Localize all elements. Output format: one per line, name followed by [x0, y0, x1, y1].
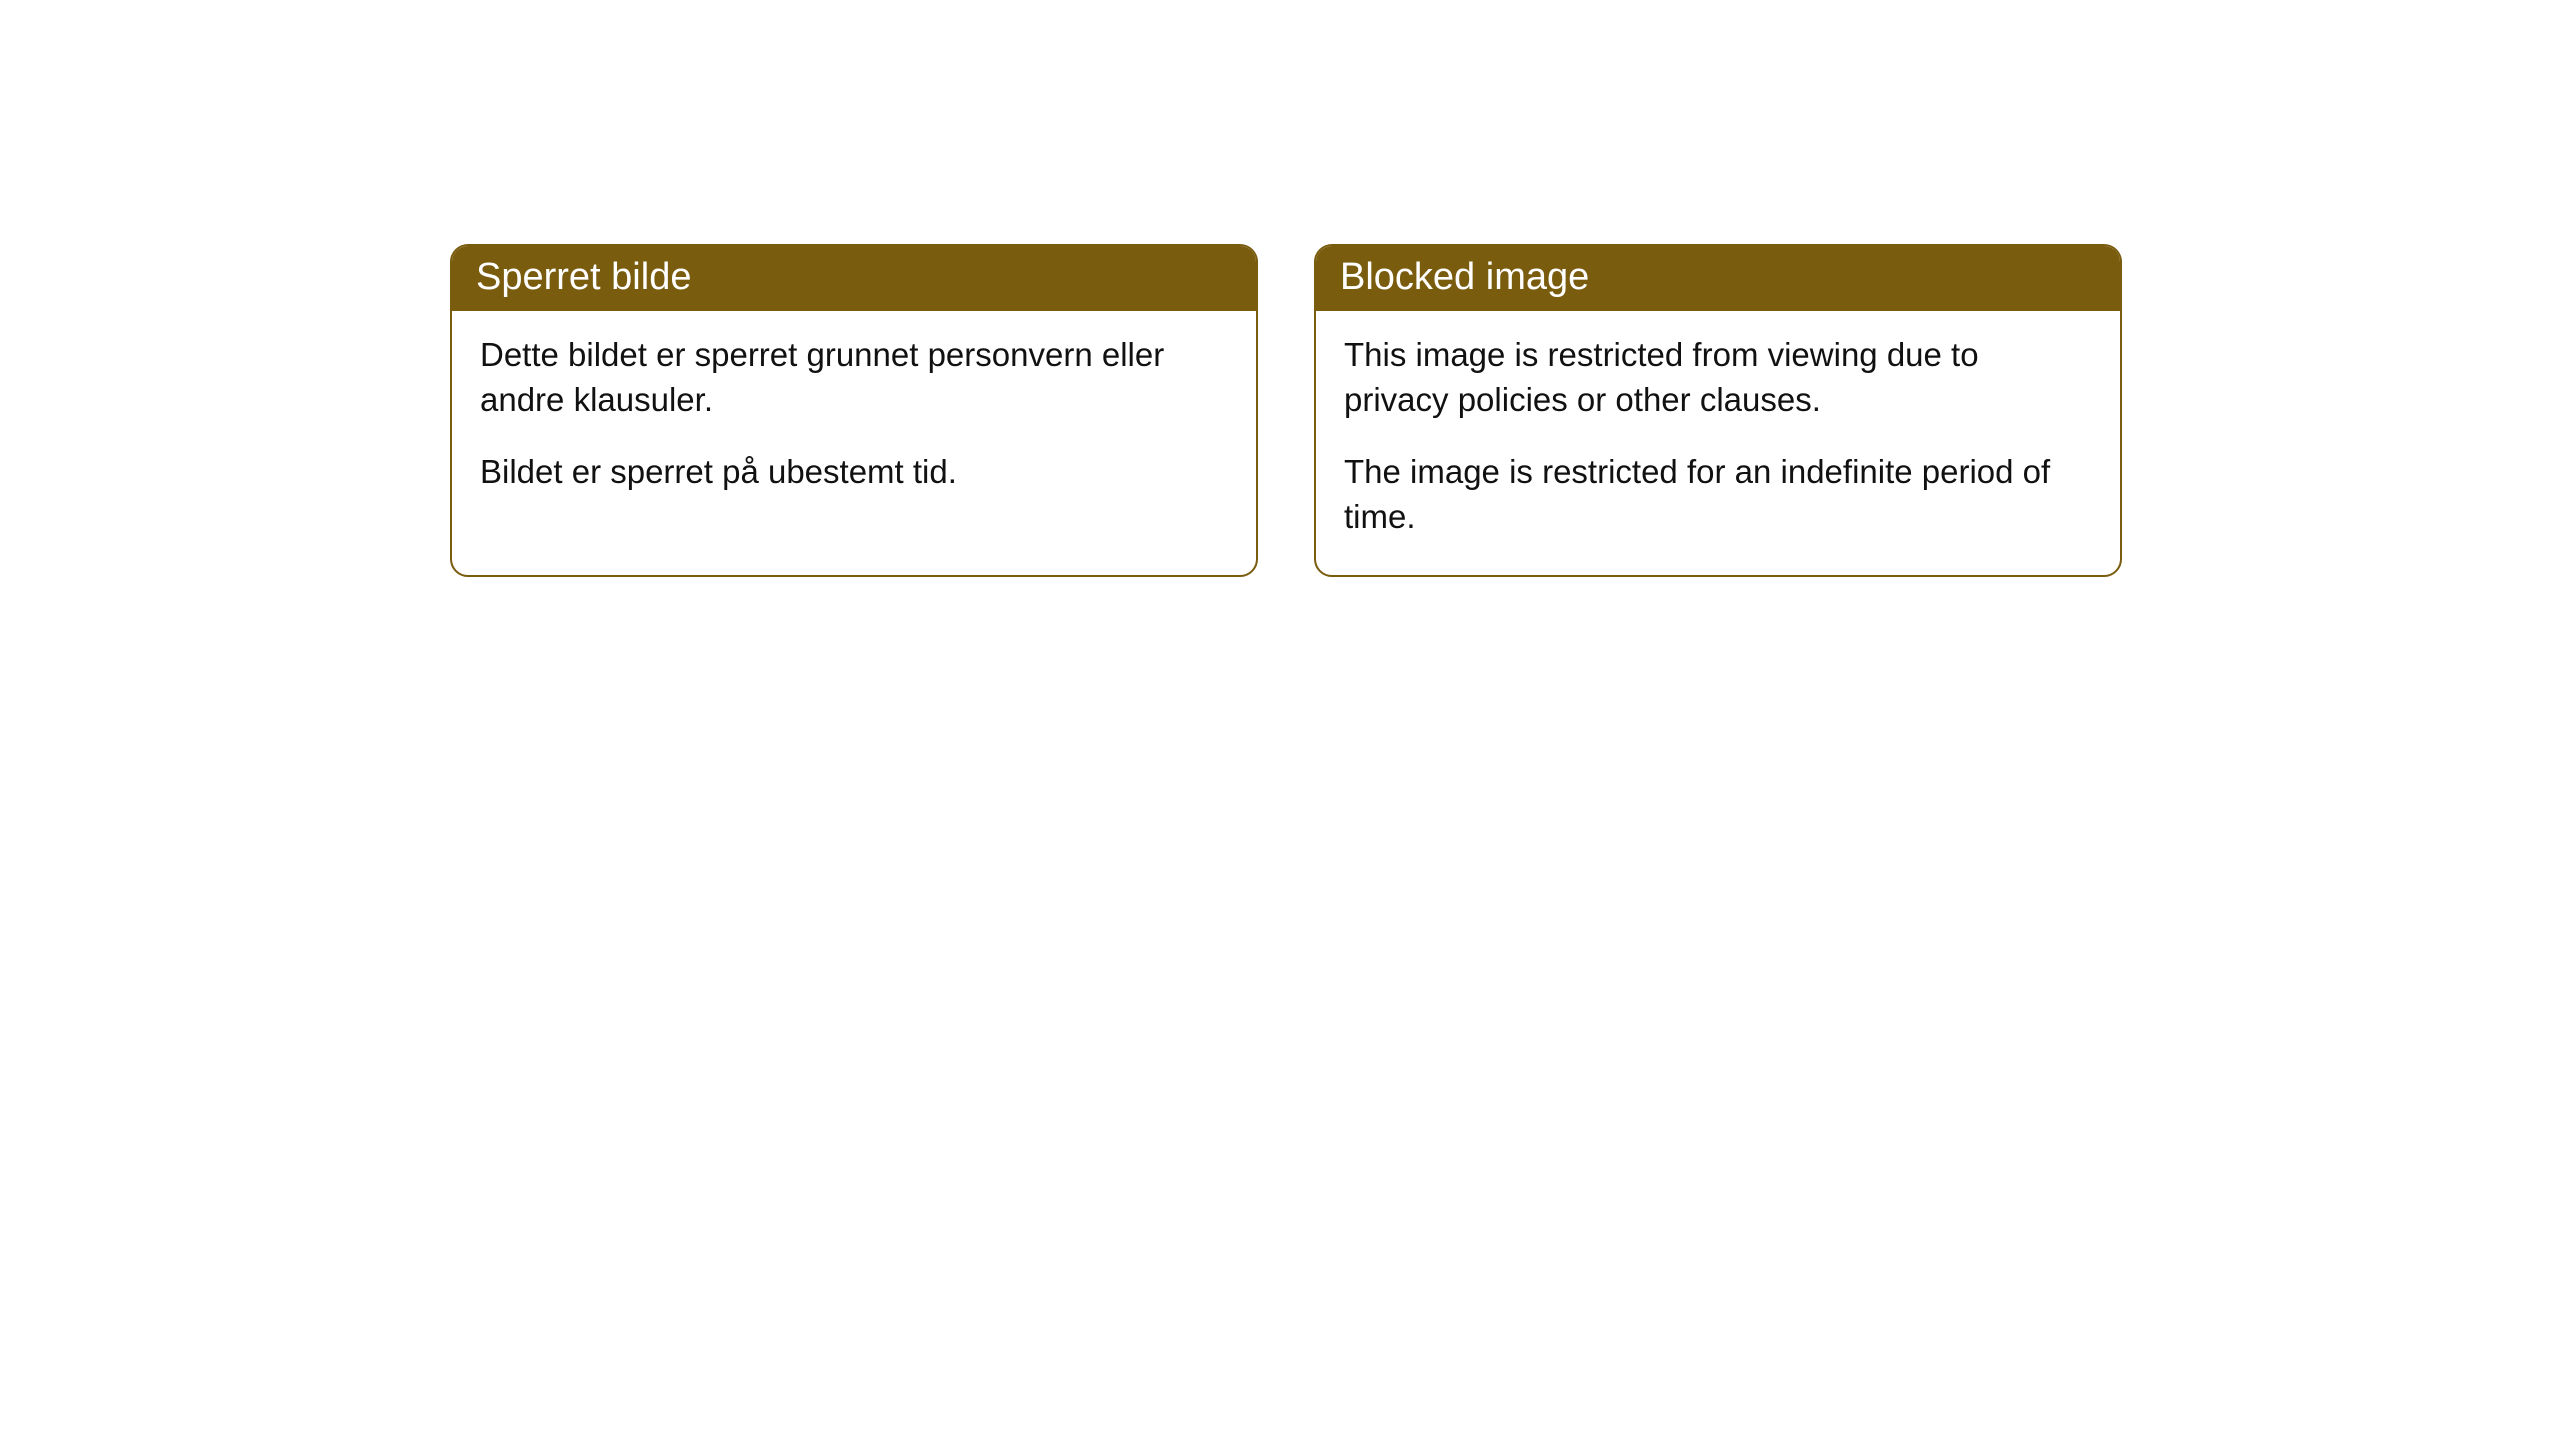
card-paragraph: Dette bildet er sperret grunnet personve… [480, 333, 1228, 422]
card-paragraph: This image is restricted from viewing du… [1344, 333, 2092, 422]
card-title: Sperret bilde [476, 256, 691, 298]
card-paragraph: Bildet er sperret på ubestemt tid. [480, 450, 1228, 495]
card-paragraph: The image is restricted for an indefinit… [1344, 450, 2092, 539]
blocked-image-card-english: Blocked image This image is restricted f… [1314, 244, 2122, 577]
card-header: Sperret bilde [452, 246, 1256, 311]
card-header: Blocked image [1316, 246, 2120, 311]
card-body: This image is restricted from viewing du… [1316, 311, 2120, 575]
notice-container: Sperret bilde Dette bildet er sperret gr… [450, 244, 2122, 577]
blocked-image-card-norwegian: Sperret bilde Dette bildet er sperret gr… [450, 244, 1258, 577]
card-title: Blocked image [1340, 256, 1589, 298]
card-body: Dette bildet er sperret grunnet personve… [452, 311, 1256, 531]
